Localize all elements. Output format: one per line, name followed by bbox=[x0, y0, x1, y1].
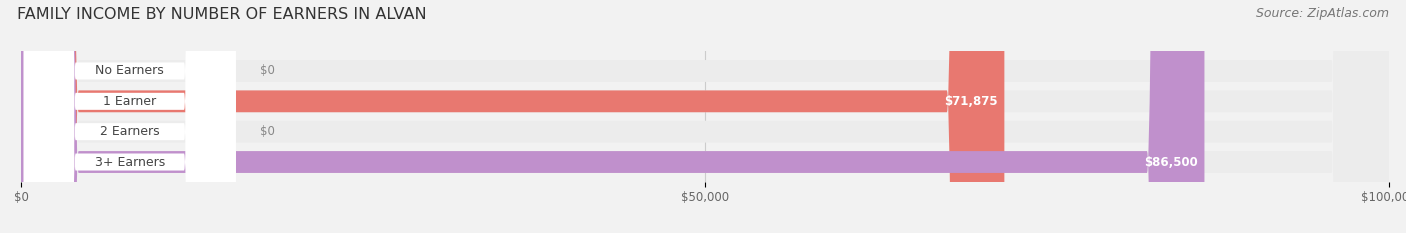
Text: FAMILY INCOME BY NUMBER OF EARNERS IN ALVAN: FAMILY INCOME BY NUMBER OF EARNERS IN AL… bbox=[17, 7, 426, 22]
Text: No Earners: No Earners bbox=[96, 65, 165, 78]
Text: $71,875: $71,875 bbox=[943, 95, 997, 108]
Text: $0: $0 bbox=[260, 125, 276, 138]
FancyBboxPatch shape bbox=[21, 0, 1389, 233]
Text: 2 Earners: 2 Earners bbox=[100, 125, 160, 138]
Text: 3+ Earners: 3+ Earners bbox=[94, 155, 165, 168]
Text: $86,500: $86,500 bbox=[1144, 155, 1198, 168]
Text: Source: ZipAtlas.com: Source: ZipAtlas.com bbox=[1256, 7, 1389, 20]
FancyBboxPatch shape bbox=[21, 0, 1389, 233]
FancyBboxPatch shape bbox=[24, 0, 236, 233]
FancyBboxPatch shape bbox=[24, 0, 236, 233]
FancyBboxPatch shape bbox=[21, 0, 1389, 233]
FancyBboxPatch shape bbox=[24, 0, 236, 233]
FancyBboxPatch shape bbox=[24, 0, 236, 233]
FancyBboxPatch shape bbox=[21, 0, 51, 233]
FancyBboxPatch shape bbox=[21, 0, 51, 233]
Text: 1 Earner: 1 Earner bbox=[103, 95, 156, 108]
Text: $0: $0 bbox=[260, 65, 276, 78]
FancyBboxPatch shape bbox=[21, 0, 1389, 233]
FancyBboxPatch shape bbox=[21, 0, 1004, 233]
FancyBboxPatch shape bbox=[21, 0, 1205, 233]
